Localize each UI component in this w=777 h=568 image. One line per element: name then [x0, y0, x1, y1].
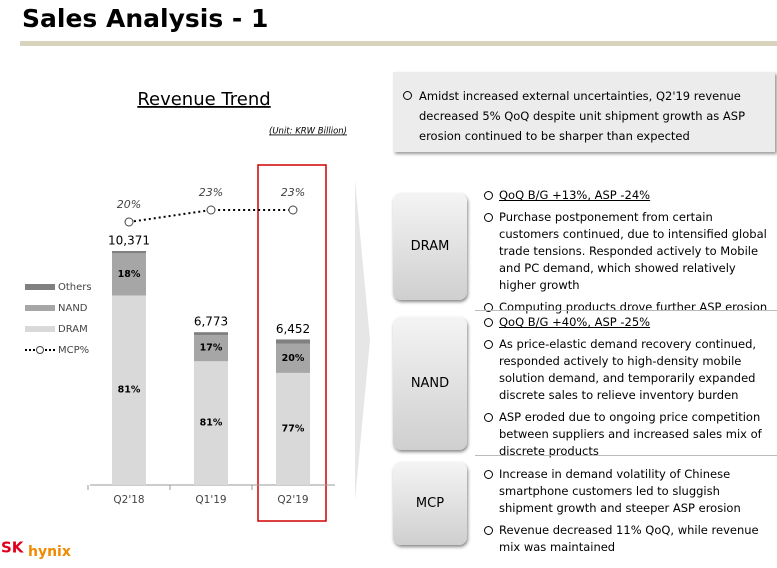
bullet: Purchase postponement from certain custo… [483, 209, 768, 294]
arrow [355, 180, 370, 500]
bullet-dot [484, 470, 493, 479]
mcp-label: 23% [281, 186, 305, 199]
segment-label: 77% [282, 423, 305, 434]
mcp-point [288, 205, 298, 215]
logo-sk: SK [1, 539, 25, 557]
bar-segment [194, 332, 228, 336]
legend-label: MCP% [58, 345, 89, 356]
legend-swatch [25, 305, 55, 311]
total-label: 6,773 [194, 315, 228, 329]
separator [475, 455, 777, 456]
bullet: QoQ B/G +13%, ASP -24% [483, 187, 768, 204]
bar-segment [112, 295, 146, 485]
bullet-dot [484, 526, 493, 535]
section-label: DRAM [393, 193, 467, 300]
bar-segment [194, 335, 228, 362]
bullet-text: Revenue decreased 11% QoQ, while revenue… [499, 523, 759, 554]
legend-swatch [25, 326, 55, 332]
bullet: Increase in demand volatility of Chinese… [483, 466, 768, 517]
bullet-dot [484, 318, 493, 327]
legend-label: DRAM [58, 324, 88, 335]
bullet: As price-elastic demand recovery continu… [483, 336, 768, 404]
page-title: Sales Analysis - 1 [22, 4, 268, 33]
segment-label: 20% [282, 353, 305, 364]
segment-label: 81% [200, 418, 223, 429]
bullet-list: Increase in demand volatility of Chinese… [483, 466, 768, 561]
legend-swatch [25, 284, 55, 290]
bullet-list: QoQ B/G +40%, ASP -25% As price-elastic d… [483, 314, 768, 465]
summary-box: Amidst increased external uncertainties,… [393, 72, 775, 152]
bar-segment [276, 343, 310, 373]
legend-marker [36, 346, 44, 354]
bullet-dot [484, 213, 493, 222]
section-label: MCP [393, 462, 467, 545]
bullet-text: Computing products drove further ASP ero… [499, 300, 768, 314]
bullet-dot [403, 91, 412, 100]
highlight-box [257, 164, 327, 522]
x-tick-label: Q2'18 [113, 494, 144, 506]
separator [475, 310, 777, 311]
bar-segment [194, 361, 228, 485]
bar-segment [112, 253, 146, 296]
summary-text: Amidst increased external uncertainties,… [419, 89, 746, 143]
total-label: 6,452 [276, 322, 310, 336]
bar-segment [112, 251, 146, 254]
bullet-text: QoQ B/G +13%, ASP -24% [499, 188, 651, 202]
bullet-dot [484, 191, 493, 200]
section-label: NAND [393, 317, 467, 450]
x-tick-label: Q2'19 [277, 494, 308, 506]
bullet: QoQ B/G +40%, ASP -25% [483, 314, 768, 331]
legend-label: NAND [58, 303, 88, 314]
mcp-point [124, 217, 134, 227]
legend-label: Others [58, 282, 92, 293]
bullet-dot [484, 303, 493, 312]
title-rule [20, 41, 777, 46]
bullet-dot [484, 340, 493, 349]
segment-label: 81% [118, 385, 141, 396]
mcp-point [206, 205, 216, 215]
chart-title: Revenue Trend [137, 89, 270, 110]
x-tick-label: Q1'19 [195, 494, 226, 506]
logo-hynix: hynix [28, 544, 71, 560]
bullet-text: Purchase postponement from certain custo… [499, 210, 767, 292]
mcp-label: 23% [199, 186, 223, 199]
bullet-text: ASP eroded due to ongoing price competit… [499, 410, 762, 458]
bullet: Revenue decreased 11% QoQ, while revenue… [483, 522, 768, 556]
bullet-list: QoQ B/G +13%, ASP -24% Purchase postponem… [483, 187, 768, 321]
bullet-text: As price-elastic demand recovery continu… [499, 337, 757, 402]
chart-subtitle: (Unit: KRW Billion) [269, 127, 347, 137]
mcp-label: 20% [117, 198, 141, 211]
bullet-dot [484, 413, 493, 422]
segment-label: 17% [200, 343, 223, 354]
total-label: 10,371 [108, 234, 150, 248]
segment-label: 18% [118, 269, 141, 280]
bullet-text: Increase in demand volatility of Chinese… [499, 467, 741, 515]
bullet: ASP eroded due to ongoing price competit… [483, 409, 768, 460]
bar-segment [276, 339, 310, 344]
bullet-text: QoQ B/G +40%, ASP -25% [499, 315, 651, 329]
bar-segment [276, 372, 310, 485]
